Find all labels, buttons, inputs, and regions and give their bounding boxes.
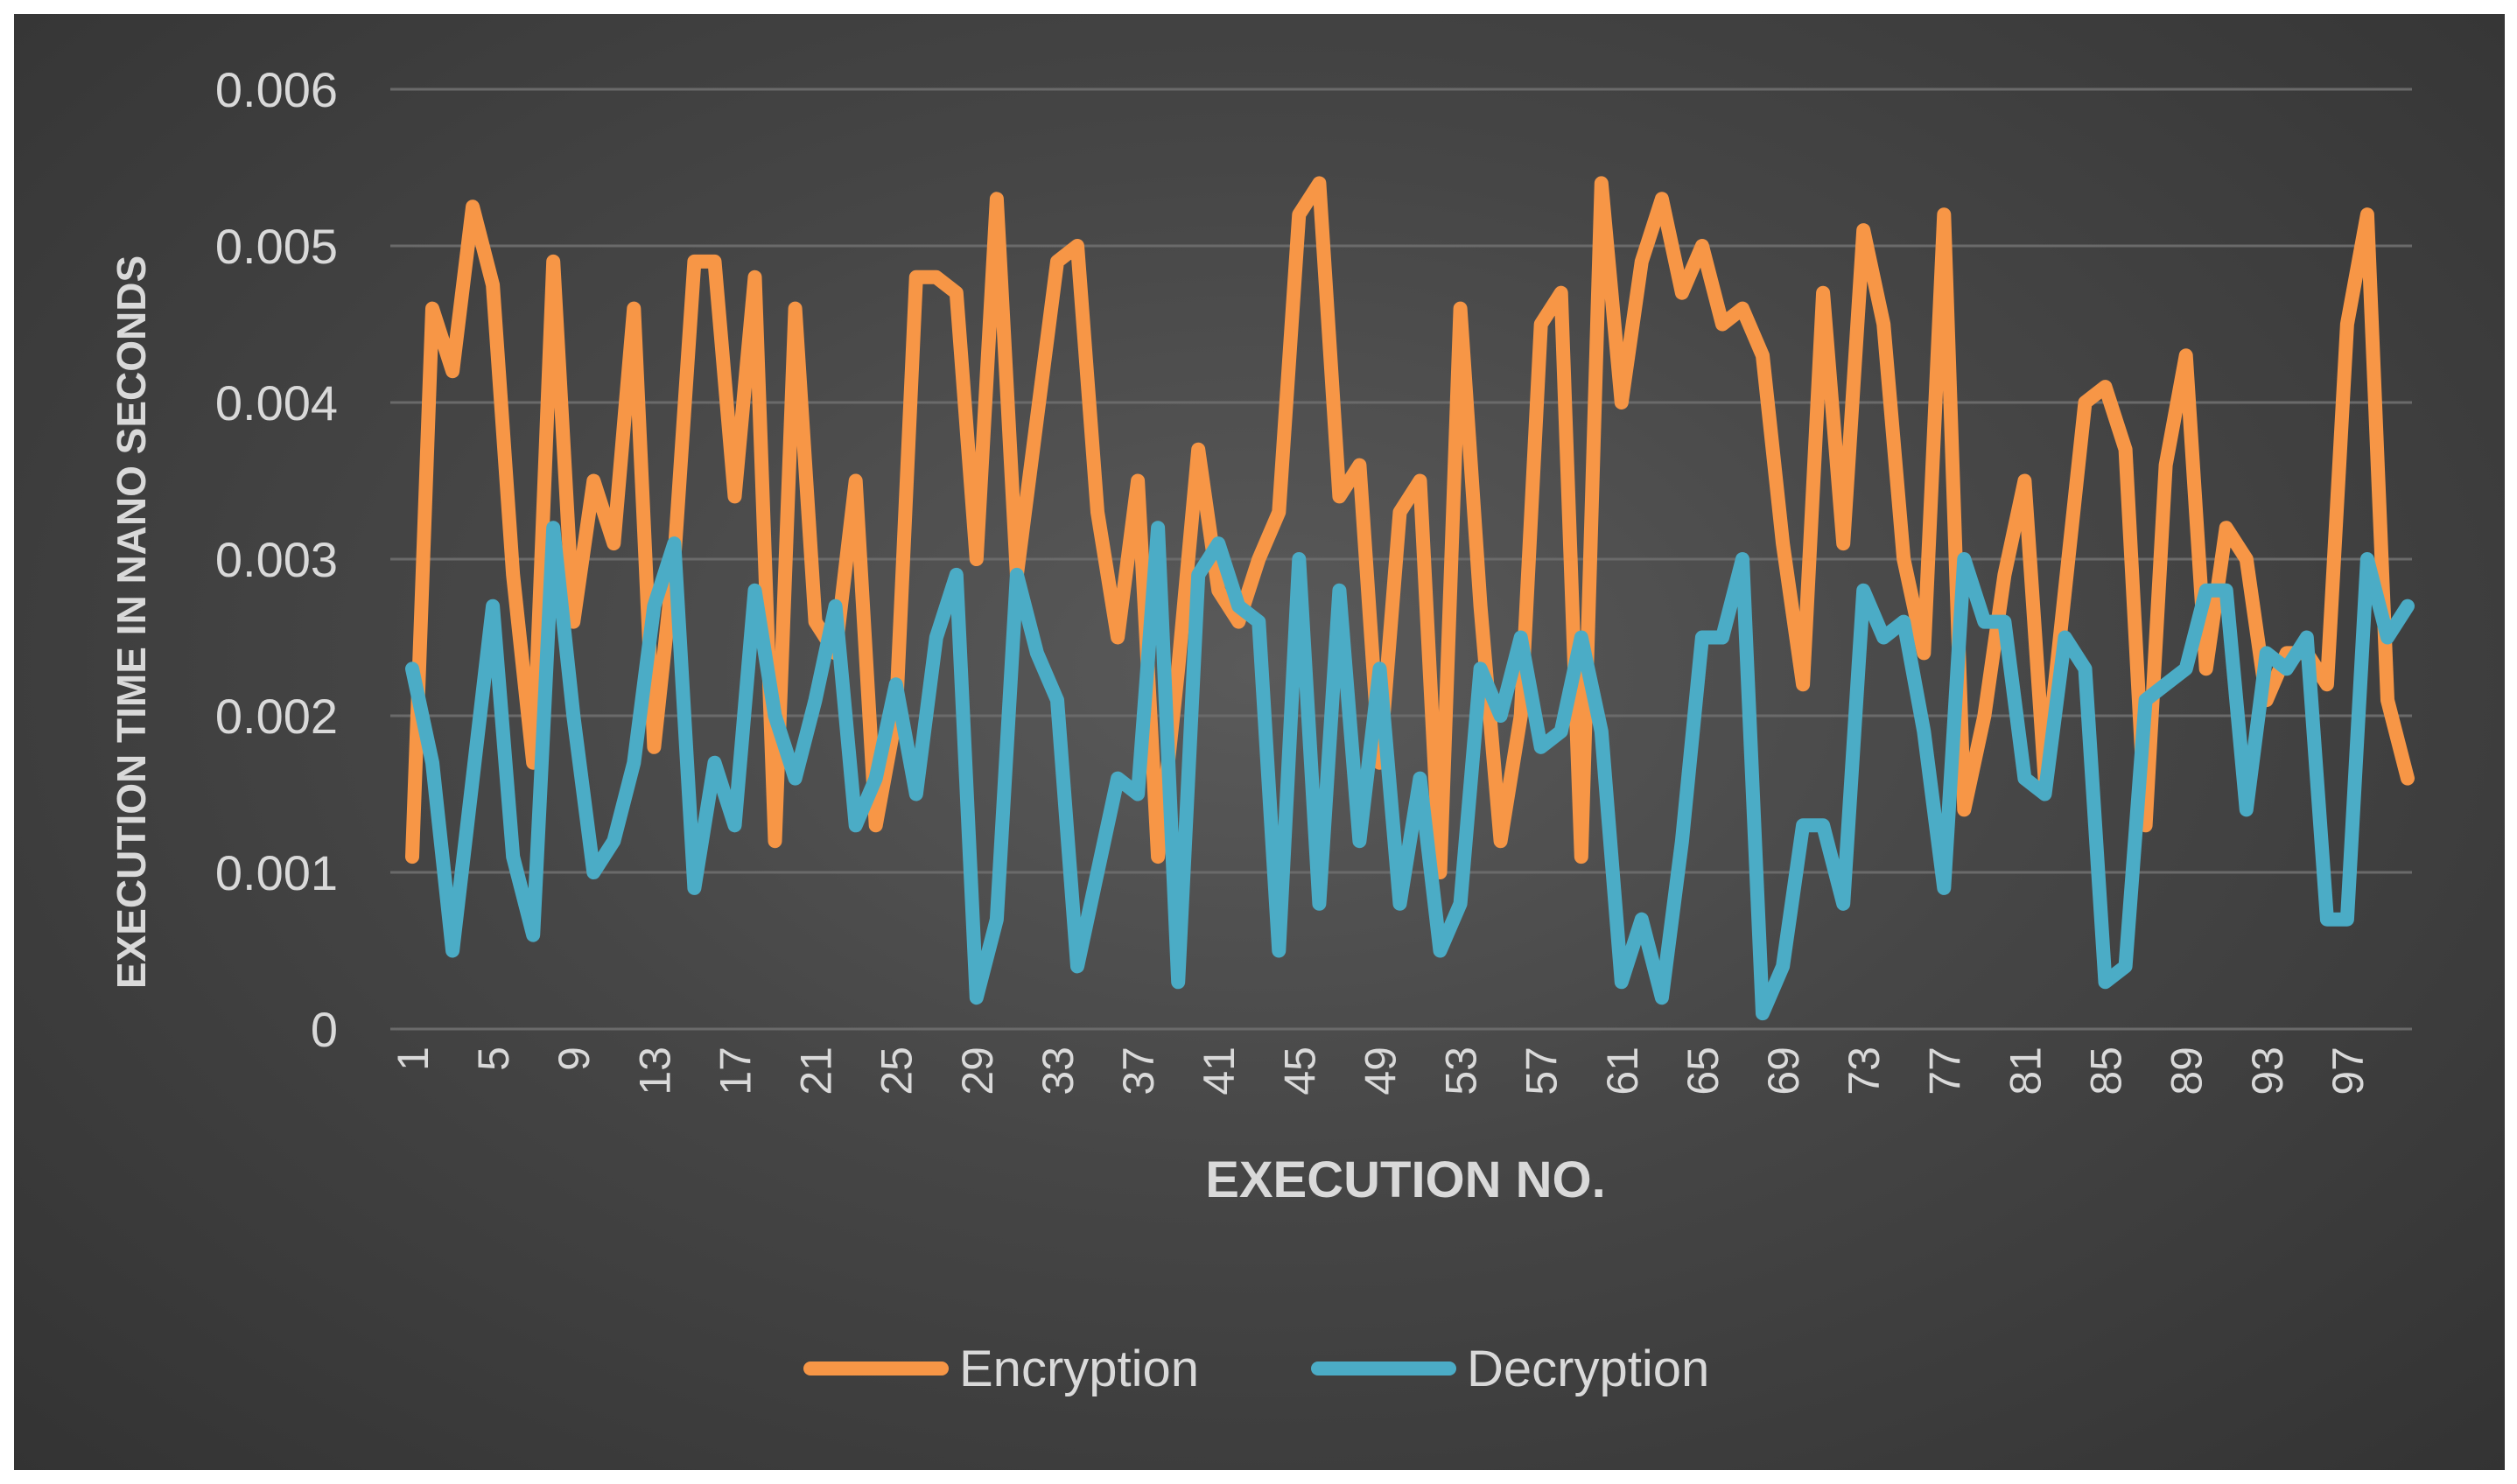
- x-tick-label: 69: [1759, 1046, 1808, 1096]
- y-tick-label: 0.002: [215, 689, 338, 744]
- x-tick-label: 5: [469, 1046, 518, 1071]
- y-tick-label: 0.001: [215, 845, 338, 900]
- x-tick-label: 21: [792, 1046, 841, 1096]
- x-tick-label: 85: [2082, 1046, 2131, 1096]
- legend-label-encryption: Encryption: [959, 1340, 1199, 1397]
- x-tick-label: 65: [1679, 1046, 1728, 1096]
- x-tick-label: 97: [2324, 1046, 2373, 1096]
- y-tick-label: 0: [311, 1002, 338, 1057]
- x-tick-label: 37: [1114, 1046, 1163, 1096]
- y-axis-ticks: 0 0.001 0.002 0.003 0.004 0.005 0.006: [215, 62, 338, 1057]
- x-tick-label: 25: [873, 1046, 922, 1096]
- x-tick-label: 49: [1356, 1046, 1405, 1096]
- x-tick-label: 57: [1518, 1046, 1567, 1096]
- x-tick-label: 45: [1275, 1046, 1324, 1096]
- x-tick-label: 13: [630, 1046, 679, 1096]
- legend-label-decryption: Decryption: [1467, 1340, 1709, 1397]
- y-tick-label: 0.005: [215, 219, 338, 274]
- x-tick-label: 89: [2163, 1046, 2212, 1096]
- x-tick-label: 61: [1598, 1046, 1647, 1096]
- x-tick-label: 93: [2243, 1046, 2292, 1096]
- x-tick-label: 29: [953, 1046, 1002, 1096]
- y-tick-label: 0.003: [215, 532, 338, 587]
- series-line-encryption: [405, 176, 2415, 879]
- line-chart: 0 0.001 0.002 0.003 0.004 0.005 0.006 1 5 9 13 17 2…: [109, 62, 2415, 1397]
- x-tick-label: 77: [1920, 1046, 1969, 1096]
- x-tick-label: 73: [1840, 1046, 1889, 1096]
- x-tick-label: 81: [2001, 1046, 2050, 1096]
- y-axis-title: EXECUTION TIME IN NANO SECONDS: [109, 256, 154, 989]
- x-tick-label: 53: [1437, 1046, 1486, 1096]
- x-tick-label: 9: [550, 1046, 599, 1071]
- x-axis-title: EXECUTION NO.: [1205, 1152, 1606, 1208]
- x-tick-label: 41: [1195, 1046, 1244, 1096]
- series-line-decryption: [405, 521, 2415, 1021]
- chart-frame: 0 0.001 0.002 0.003 0.004 0.005 0.006 1 5 9 13 17 2…: [14, 14, 2505, 1470]
- series-lines: [405, 176, 2415, 1021]
- y-tick-label: 0.006: [215, 62, 338, 117]
- x-tick-label: 1: [389, 1046, 438, 1071]
- x-axis-ticks: 1 5 9 13 17 21 25 29 33 37 41 45 49 53 57 61 65 69 73 77 81 8…: [389, 1046, 2373, 1096]
- y-tick-label: 0.004: [215, 375, 338, 430]
- x-tick-label: 17: [711, 1046, 760, 1096]
- x-tick-label: 33: [1034, 1046, 1083, 1096]
- legend: Encryption Decryption: [803, 1340, 1709, 1397]
